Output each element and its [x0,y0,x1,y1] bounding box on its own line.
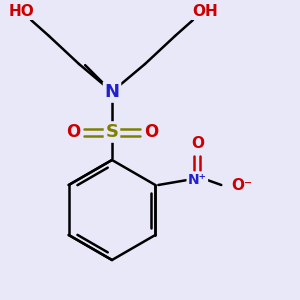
Text: O⁻: O⁻ [231,178,252,193]
Text: N: N [104,83,119,101]
Text: S: S [106,123,118,141]
Text: O: O [191,136,204,151]
Text: O: O [144,123,158,141]
Text: OH: OH [192,4,218,19]
Text: HO: HO [8,4,34,19]
Text: O: O [66,123,80,141]
Text: N⁺: N⁺ [188,173,207,187]
